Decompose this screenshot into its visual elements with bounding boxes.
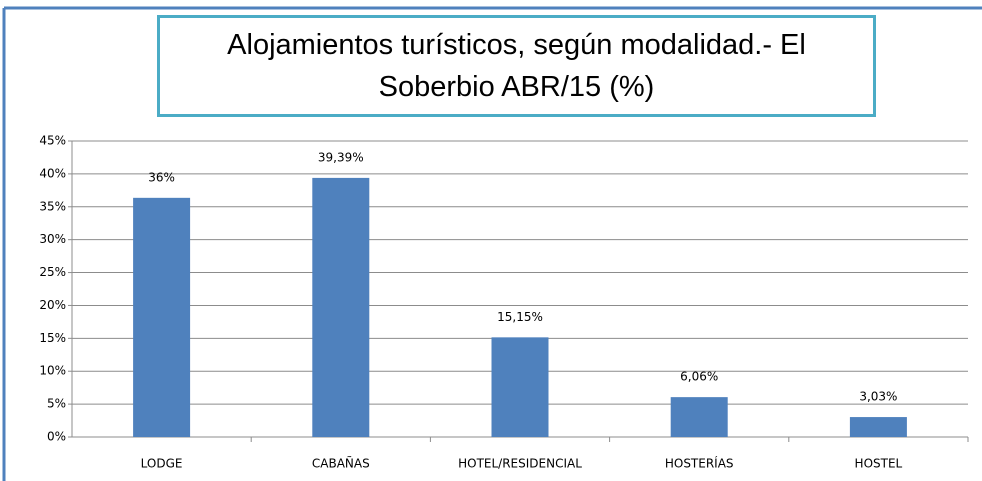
chart-title: Alojamientos turísticos, según modalidad… [227, 29, 806, 103]
y-tick-label: 10% [39, 364, 66, 378]
y-tick-label: 40% [39, 166, 66, 180]
y-tick-label: 25% [39, 265, 66, 279]
y-tick-label: 35% [39, 199, 66, 213]
data-label: 39,39% [318, 150, 364, 164]
x-tick-label: HOSTEL [855, 457, 903, 471]
bar [312, 177, 370, 437]
data-label: 36% [148, 170, 175, 184]
data-label: 15,15% [497, 310, 543, 324]
bar [670, 397, 728, 437]
y-tick-label: 30% [39, 232, 66, 246]
x-tick-label: HOSTERÍAS [665, 456, 734, 471]
bar [133, 197, 191, 437]
y-tick-label: 45% [39, 134, 66, 148]
y-tick-label: 5% [47, 397, 66, 411]
y-tick-label: 15% [39, 331, 66, 345]
data-label: 3,03% [859, 390, 897, 404]
y-tick-label: 0% [47, 430, 66, 444]
bar [491, 337, 549, 437]
x-tick-label: CABAÑAS [312, 456, 370, 471]
x-tick-label: HOTEL/RESIDENCIAL [458, 457, 582, 471]
x-tick-label: LODGE [141, 457, 183, 471]
title-box: Alojamientos turísticos, según modalidad… [157, 15, 876, 117]
data-label: 6,06% [680, 370, 718, 384]
bar [849, 417, 907, 437]
y-tick-label: 20% [39, 298, 66, 312]
